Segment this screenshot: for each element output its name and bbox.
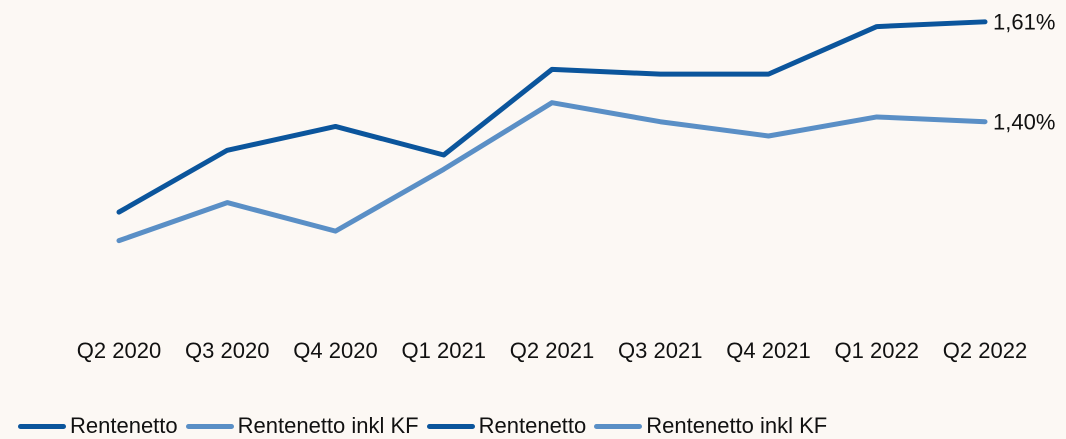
legend-swatch [594, 423, 643, 429]
legend-item: Rentenetto [426, 413, 587, 439]
x-tick-label: Q3 2021 [618, 338, 703, 363]
x-tick-label: Q1 2021 [401, 338, 486, 363]
legend-label: Rentenetto [478, 413, 587, 438]
legend-label: Rentenetto [70, 413, 178, 438]
x-tick-label: Q4 2020 [293, 338, 378, 363]
x-tick-label: Q2 2020 [76, 338, 162, 363]
legend-label: Rentenetto inkl KF [646, 413, 828, 438]
legend-label: Rentenetto inkl KF [237, 413, 419, 438]
legend-item: Rentenetto inkl KF [185, 413, 419, 439]
line [116, 19, 988, 215]
legend: Rentenetto Rentenetto inkl KF Rentenetto Re… [18, 413, 835, 439]
legend-swatch [18, 423, 66, 429]
data-label: 1,61% [993, 10, 1055, 35]
x-tick-label: Q3 2020 [185, 338, 270, 363]
x-tick-label: Q2 2021 [509, 338, 595, 363]
x-tick-label: Q1 2022 [834, 338, 919, 363]
x-tick-label: Q4 2021 [726, 338, 811, 363]
line [116, 100, 988, 244]
x-tick-label: Q2 2022 [942, 338, 1028, 363]
legend-swatch [185, 423, 234, 429]
legend-item: Rentenetto [18, 413, 178, 439]
data-label: 1,40% [993, 110, 1055, 135]
legend-swatch [426, 423, 475, 429]
legend-item: Rentenetto inkl KF [594, 413, 827, 439]
